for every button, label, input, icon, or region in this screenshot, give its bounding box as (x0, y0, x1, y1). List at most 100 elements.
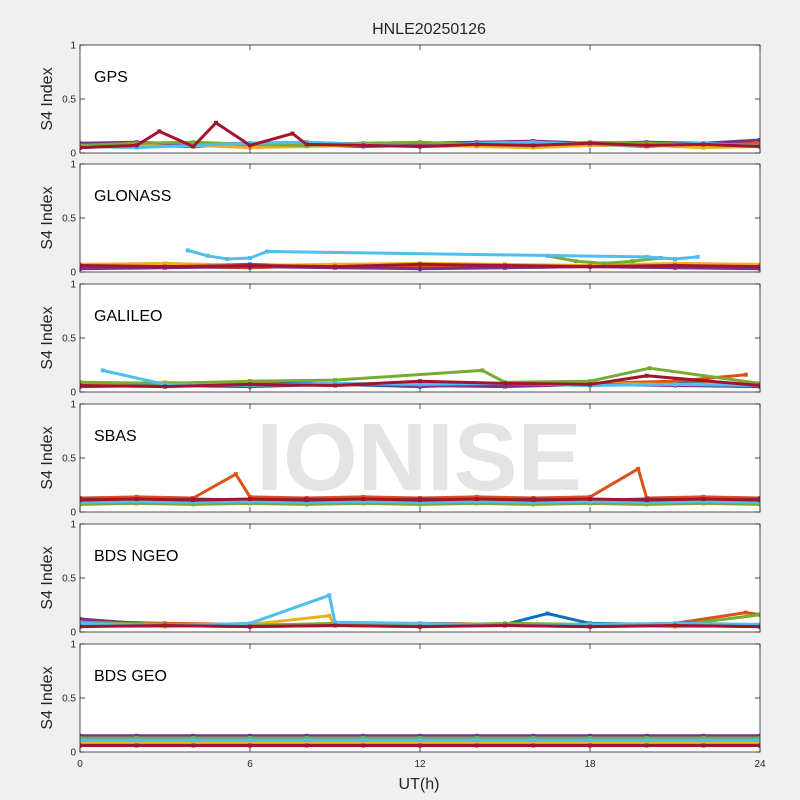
data-point (80, 617, 82, 621)
data-point (80, 145, 82, 150)
data-point (333, 381, 337, 386)
data-point (80, 383, 82, 388)
data-point (588, 740, 592, 745)
x-tick-label: 6 (247, 759, 253, 770)
data-point (673, 621, 677, 626)
data-point (758, 733, 760, 738)
series-7 (80, 120, 760, 150)
data-layer (80, 366, 760, 389)
data-point (80, 736, 82, 740)
data-point (134, 501, 139, 506)
data-point (474, 497, 479, 501)
panel-bds-ngeo: 0 0.5 1 S4 Index BDS NGEO (39, 520, 761, 639)
series-5 (80, 501, 760, 507)
data-point (361, 743, 366, 748)
data-point (588, 501, 592, 506)
panel-title: BDS NGEO (94, 548, 178, 565)
data-layer (80, 733, 760, 748)
data-point (474, 142, 479, 147)
data-point (418, 498, 422, 503)
data-point (248, 743, 252, 748)
y-axis-label: S4 Index (39, 306, 56, 369)
data-point (758, 502, 760, 507)
data-point (644, 502, 649, 507)
data-point (474, 733, 479, 738)
data-point (248, 382, 252, 387)
y-tick-label: 1 (70, 280, 76, 291)
data-point (248, 738, 252, 743)
data-point (503, 263, 507, 268)
x-axis-ticks: 0 6 12 18 24 (77, 759, 766, 770)
y-tick-label: 0 (70, 149, 76, 160)
data-point (673, 382, 677, 387)
data-point (304, 502, 309, 507)
data-point (134, 143, 139, 148)
data-point (758, 381, 760, 386)
y-tick-label: 1 (70, 520, 76, 531)
y-tick-label: 0.5 (62, 214, 76, 225)
data-point (80, 141, 82, 146)
data-point (503, 384, 507, 389)
data-point (248, 263, 252, 268)
y-tick-label: 0.5 (62, 574, 76, 585)
data-point (80, 738, 82, 743)
data-point (80, 743, 82, 748)
data-point (304, 142, 309, 147)
series-7 (80, 262, 760, 269)
data-point (758, 266, 760, 271)
plot-area (80, 164, 760, 272)
series-7 (80, 497, 760, 503)
data-point (673, 379, 677, 384)
data-point (361, 740, 366, 745)
data-point (758, 624, 760, 629)
data-point (304, 140, 309, 145)
data-point (644, 143, 649, 148)
data-point (743, 372, 748, 377)
data-point (531, 736, 536, 740)
series-6 (80, 499, 760, 505)
data-point (588, 738, 592, 743)
panel-title: GALILEO (94, 308, 162, 325)
data-point (191, 498, 196, 503)
y-tick-label: 0 (70, 268, 76, 279)
data-point (531, 500, 536, 505)
data-point (361, 494, 366, 499)
data-point (758, 736, 760, 740)
panel-title: SBAS (94, 428, 137, 445)
data-point (644, 733, 649, 738)
series-7 (80, 743, 760, 748)
data-point (673, 261, 677, 266)
data-point (233, 472, 238, 477)
series-6 (80, 738, 760, 743)
data-point (304, 736, 309, 740)
data-point (573, 259, 578, 264)
panel-glonass: 0 0.5 1 S4 Index GLONASS (39, 160, 761, 279)
data-point (248, 624, 252, 629)
data-point (248, 379, 252, 384)
data-point (758, 743, 760, 748)
data-point (418, 382, 422, 387)
series-trace (80, 593, 760, 627)
data-point (248, 499, 252, 504)
data-point (134, 499, 139, 504)
data-point (673, 623, 677, 628)
y-tick-label: 0 (70, 748, 76, 759)
data-point (248, 494, 252, 499)
data-point (333, 262, 337, 267)
data-point (531, 733, 536, 738)
data-point (701, 736, 706, 740)
x-tick-label: 0 (77, 759, 83, 770)
data-point (248, 143, 252, 148)
data-point (531, 498, 536, 503)
data-point (644, 738, 649, 743)
data-point (588, 736, 592, 740)
data-point (758, 141, 760, 146)
data-point (134, 743, 139, 748)
data-point (588, 264, 592, 269)
data-point (701, 501, 706, 506)
data-point (480, 368, 485, 373)
data-point (304, 740, 309, 745)
data-point (588, 497, 592, 501)
data-point (503, 621, 507, 626)
panel-title: BDS GEO (94, 668, 167, 685)
